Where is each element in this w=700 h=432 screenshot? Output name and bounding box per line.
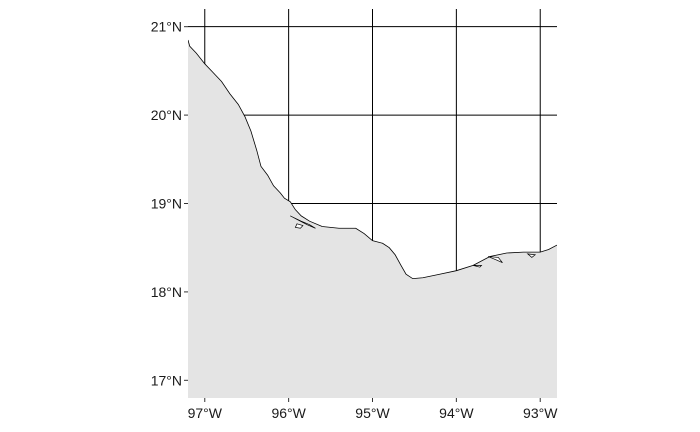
land-layer (188, 39, 557, 398)
lagoon (488, 256, 503, 264)
land-mass (188, 39, 557, 398)
coastline-layer (188, 39, 557, 280)
y-tick-label: 21°N (151, 19, 182, 35)
x-tick-label: 95°W (355, 405, 390, 421)
lagoon (473, 265, 483, 268)
x-tick-label: 97°W (188, 405, 223, 421)
coastline (188, 39, 557, 280)
lagoon (294, 223, 304, 229)
y-tick-label: 17°N (151, 372, 182, 388)
y-tick-label: 18°N (151, 284, 182, 300)
x-tick-label: 93°W (523, 405, 558, 421)
y-tick-label: 20°N (151, 107, 182, 123)
x-tick-label: 96°W (271, 405, 306, 421)
x-axis: 97°W 96°W 95°W 94°W 93°W (188, 398, 558, 421)
lagoon (526, 253, 537, 258)
x-tick-label: 94°W (439, 405, 474, 421)
y-tick-label: 19°N (151, 196, 182, 212)
lagoon (290, 215, 316, 229)
y-axis: 17°N 18°N 19°N 20°N 21°N (151, 19, 188, 388)
